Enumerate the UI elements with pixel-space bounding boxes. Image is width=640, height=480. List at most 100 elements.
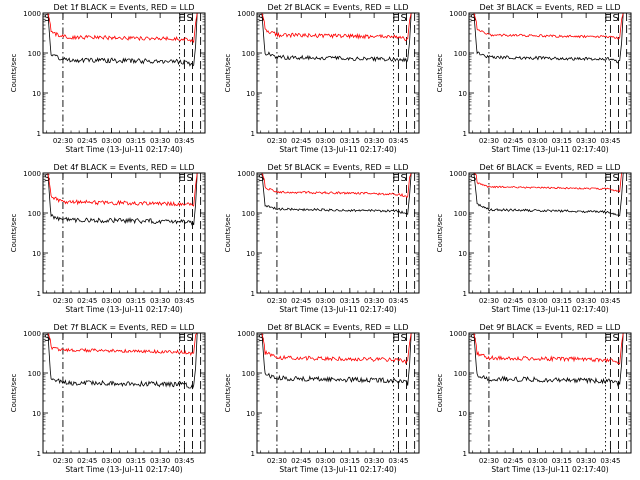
y-tick-label: 100 xyxy=(454,50,467,58)
series-events-line xyxy=(261,12,412,64)
x-tick-label: 03:45 xyxy=(174,457,194,465)
start-marker-label: S xyxy=(44,333,50,344)
series-events-line xyxy=(47,12,198,67)
x-tick-label: 02:30 xyxy=(479,297,499,305)
series-events-line xyxy=(473,172,624,217)
x-axis-label: Start Time (13-Jul-11 02:17:40) xyxy=(65,145,182,154)
x-tick-label: 03:00 xyxy=(315,297,335,305)
start-marker-label: S xyxy=(258,333,264,344)
y-axis-label: Counts/sec xyxy=(224,374,232,413)
plot-title: Det 8f BLACK = Events, RED = LLD xyxy=(267,323,408,332)
plot-title: Det 1f BLACK = Events, RED = LLD xyxy=(53,3,194,12)
series-events-line xyxy=(473,12,624,64)
y-tick-label: 1000 xyxy=(449,10,467,18)
x-axis-label: Start Time (13-Jul-11 02:17:40) xyxy=(491,465,608,474)
y-tick-label: 1 xyxy=(37,450,41,458)
plot-frame xyxy=(256,332,420,454)
y-tick-label: 10 xyxy=(32,250,41,258)
x-tick-label: 03:00 xyxy=(315,137,335,145)
x-axis-label: Start Time (13-Jul-11 02:17:40) xyxy=(491,305,608,314)
x-tick-label: 03:15 xyxy=(126,297,146,305)
time-marker-label: E xyxy=(604,13,610,24)
time-marker-label: S xyxy=(401,173,407,184)
plot-frame xyxy=(468,172,632,294)
start-marker-label: S xyxy=(470,333,476,344)
x-tick-label: 02:45 xyxy=(77,457,97,465)
y-tick-label: 10 xyxy=(32,410,41,418)
x-tick-label: 02:45 xyxy=(503,297,523,305)
x-axis-label: Start Time (13-Jul-11 02:17:40) xyxy=(279,465,396,474)
y-tick-label: 1000 xyxy=(449,330,467,338)
y-tick-label: 100 xyxy=(242,370,255,378)
start-marker-label: S xyxy=(258,13,264,24)
y-tick-label: 100 xyxy=(454,370,467,378)
time-marker-label: E xyxy=(392,333,398,344)
x-tick-label: 03:30 xyxy=(364,457,384,465)
y-tick-label: 100 xyxy=(28,210,41,218)
x-tick-label: 02:30 xyxy=(53,457,73,465)
plot-frame xyxy=(256,172,420,294)
time-marker-label: S xyxy=(187,173,193,184)
series-lld-line xyxy=(261,172,412,198)
y-axis-label: Counts/sec xyxy=(224,54,232,93)
x-tick-label: 03:15 xyxy=(552,137,572,145)
x-tick-label: 03:30 xyxy=(364,137,384,145)
y-tick-label: 1 xyxy=(37,290,41,298)
series-lld-line xyxy=(473,12,624,40)
x-tick-label: 03:30 xyxy=(576,457,596,465)
plot-title: Det 2f BLACK = Events, RED = LLD xyxy=(267,3,408,12)
x-axis-label: Start Time (13-Jul-11 02:17:40) xyxy=(491,145,608,154)
y-tick-label: 1 xyxy=(251,290,255,298)
y-tick-label: 100 xyxy=(28,50,41,58)
time-marker-label: S xyxy=(187,333,193,344)
x-tick-label: 03:30 xyxy=(150,457,170,465)
x-tick-label: 03:00 xyxy=(101,297,121,305)
series-events-line xyxy=(47,332,198,390)
time-marker-label: S xyxy=(401,13,407,24)
y-tick-label: 1 xyxy=(251,130,255,138)
x-tick-label: 03:45 xyxy=(388,137,408,145)
plot-title: Det 5f BLACK = Events, RED = LLD xyxy=(267,163,408,172)
series-lld-line xyxy=(261,12,412,42)
start-marker-label: S xyxy=(44,173,50,184)
x-tick-label: 03:45 xyxy=(388,457,408,465)
x-tick-label: 02:30 xyxy=(479,457,499,465)
x-tick-label: 02:30 xyxy=(267,457,287,465)
x-tick-label: 02:45 xyxy=(503,457,523,465)
time-marker-label: S xyxy=(613,333,619,344)
y-tick-label: 1000 xyxy=(237,170,255,178)
x-tick-label: 02:30 xyxy=(53,297,73,305)
time-marker-label: S xyxy=(613,13,619,24)
y-tick-label: 1000 xyxy=(237,10,255,18)
time-marker-label: S xyxy=(613,173,619,184)
start-marker-label: S xyxy=(470,13,476,24)
x-tick-label: 03:15 xyxy=(340,137,360,145)
x-tick-label: 02:45 xyxy=(503,137,523,145)
series-lld-line xyxy=(473,332,624,365)
y-tick-label: 10 xyxy=(246,250,255,258)
x-tick-label: 02:30 xyxy=(267,137,287,145)
start-marker-label: S xyxy=(470,173,476,184)
y-tick-label: 1000 xyxy=(23,330,41,338)
y-tick-label: 10 xyxy=(458,250,467,258)
plot-title: Det 6f BLACK = Events, RED = LLD xyxy=(479,163,620,172)
y-tick-label: 10 xyxy=(458,90,467,98)
y-axis-label: Counts/sec xyxy=(436,54,444,93)
x-tick-label: 03:30 xyxy=(150,297,170,305)
time-marker-label: S xyxy=(401,333,407,344)
x-tick-label: 03:00 xyxy=(527,297,547,305)
x-tick-label: 02:45 xyxy=(291,457,311,465)
x-tick-label: 03:30 xyxy=(576,137,596,145)
y-tick-label: 1000 xyxy=(237,330,255,338)
series-events-line xyxy=(47,172,198,226)
y-tick-label: 10 xyxy=(246,410,255,418)
y-axis-label: Counts/sec xyxy=(436,214,444,253)
x-tick-label: 03:15 xyxy=(126,137,146,145)
x-tick-label: 03:15 xyxy=(552,457,572,465)
time-marker-label: E xyxy=(178,13,184,24)
x-tick-label: 02:30 xyxy=(479,137,499,145)
